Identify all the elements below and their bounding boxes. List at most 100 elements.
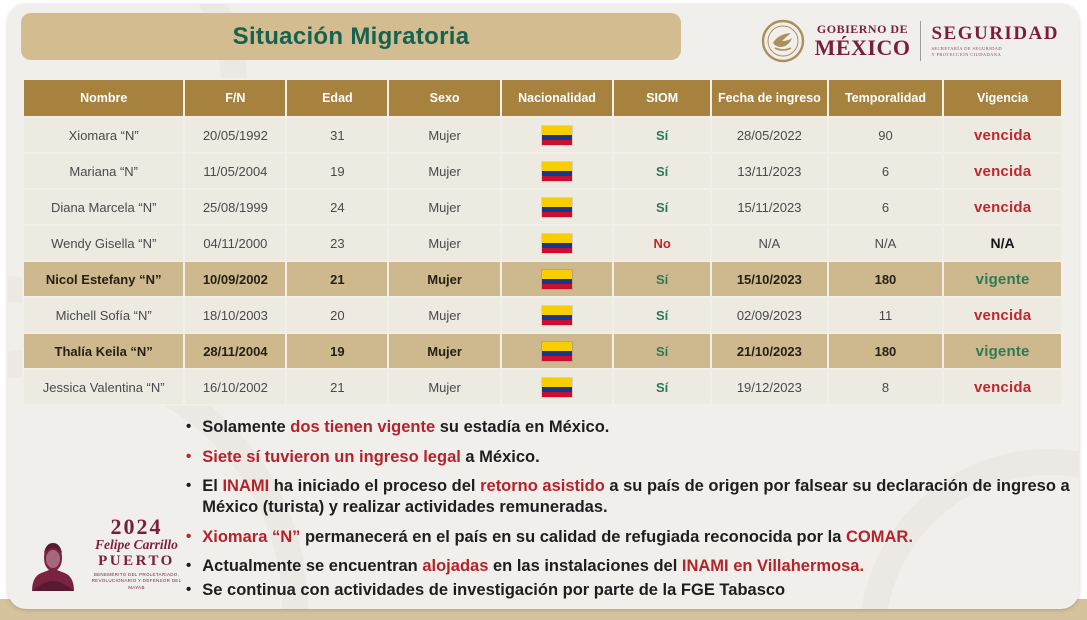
cell-fecha-ingreso: 13/11/2023 [710,152,829,190]
cell-sexo: Mujer [387,260,502,298]
note-highlighted-text: retorno asistido [480,477,605,496]
bullet-dot-icon: • [186,557,192,575]
campaign-name-line2: PUERTO [98,552,175,569]
cell-temporalidad: 180 [826,260,945,298]
slide-card: Situación Migratoria GOBIERNO DE MÉXICO … [8,4,1079,609]
note-item: • Actualmente se encuentran alojadas en l… [186,556,1070,577]
colombia-flag-icon [542,161,573,181]
cell-nacionalidad [499,188,615,226]
column-header: Nombre [21,78,186,118]
campaign-logo: 2024 Felipe Carrillo PUERTO BENEMÉRITO D… [24,516,189,595]
cell-edad: 21 [285,368,390,406]
colombia-flag-icon [542,233,573,253]
colombia-flag-icon [542,269,573,289]
cell-edad: 19 [285,332,390,370]
note-plain-text: El [202,477,223,496]
cell-nombre: Mariana “N” [21,152,186,190]
note-plain-text: a México. [460,447,540,466]
note-highlighted-text: dos tienen vigente [290,418,436,436]
cell-sexo: Mujer [387,332,502,370]
table-row: Nicol Estefany “N” 10/09/2002 21 Mujer Sí 15/… [21,260,1063,298]
note-highlighted-text: INAMI en Villahermosa. [681,557,865,576]
campaign-name-line1: Felipe Carrillo [95,537,178,553]
cell-edad: 19 [285,152,390,190]
bullet-dot-icon: • [186,527,192,545]
cell-fecha-ingreso: 15/10/2023 [710,260,829,298]
column-header: Edad [285,78,390,118]
cell-siom: Sí [612,116,713,154]
cell-fecha-nacimiento: 10/09/2002 [183,260,288,298]
cell-fecha-ingreso: 19/12/2023 [710,368,829,406]
note-text: Se continua con actividades de investiga… [202,580,785,601]
cell-vigencia: vencida [942,296,1063,334]
column-header: F/N [183,78,288,118]
cell-vigencia: vigente [942,260,1063,298]
cell-nacionalidad [499,116,615,154]
cell-sexo: Mujer [387,296,502,334]
cell-temporalidad: 6 [826,188,945,226]
cell-temporalidad: 90 [826,116,945,154]
table-row: Mariana “N” 11/05/2004 19 Mujer Sí 13/11/2023… [21,152,1063,190]
cell-sexo: Mujer [387,116,502,154]
table-row: Thalía Keila “N” 28/11/2004 19 Mujer Sí 21/10… [21,332,1063,370]
cell-nombre: Michell Sofía “N” [21,296,186,334]
column-header: SIOM [612,78,713,118]
cell-siom: Sí [612,296,713,334]
cell-nacionalidad [499,368,615,406]
cell-nacionalidad [499,296,615,334]
column-header: Vigencia [942,78,1063,118]
table-row: Michell Sofía “N” 18/10/2003 20 Mujer Sí 02/0… [21,296,1063,334]
column-header: Fecha de ingreso [710,78,829,118]
cell-siom: Sí [612,332,713,370]
cell-nacionalidad [499,332,615,370]
cell-siom: No [612,224,713,262]
cell-edad: 21 [285,260,390,298]
colombia-flag-icon [542,305,573,325]
cell-fecha-nacimiento: 16/10/2002 [183,368,288,406]
cell-vigencia: vencida [942,188,1063,226]
cell-edad: 23 [285,224,390,262]
cell-fecha-nacimiento: 25/08/1999 [183,188,288,226]
cell-fecha-nacimiento: 11/05/2004 [183,152,288,190]
cell-siom: Sí [612,260,713,298]
table-row: Jessica Valentina “N” 16/10/2002 21 Mujer Sí… [21,368,1063,406]
cell-nombre: Jessica Valentina “N” [21,368,186,406]
cell-nombre: Wendy Gisella “N” [21,224,186,262]
cell-fecha-nacimiento: 28/11/2004 [183,332,288,370]
cell-siom: Sí [612,368,713,406]
gobierno-de-label: GOBIERNO DE [816,22,909,36]
cell-nombre: Thalía Keila “N” [21,332,186,370]
note-plain-text: Actualmente se encuentran [202,557,423,576]
cell-nacionalidad [499,224,615,262]
cell-sexo: Mujer [387,152,502,190]
cell-sexo: Mujer [387,224,502,262]
notes-list: • Solamente dos tienen vigente su estadía… [186,417,1070,609]
note-text: Siete sí tuvieron un ingreso legal a Méx… [202,447,539,468]
column-header: Temporalidad [826,78,945,118]
colombia-flag-icon [542,377,573,397]
note-item: • Solamente dos tienen vigente su estadía… [186,417,1070,438]
cell-fecha-nacimiento: 20/05/1992 [183,116,288,154]
note-text: Actualmente se encuentran alojadas en la… [202,556,864,577]
note-plain-text: ha iniciado el proceso del [269,477,481,496]
cell-temporalidad: 11 [826,296,945,334]
cell-vigencia: vencida [942,152,1063,190]
campaign-caption: BENEMÉRITO DEL PROLETARIADO, REVOLUCIONA… [91,572,182,590]
table-row: Xiomara “N” 20/05/1992 31 Mujer Sí 28/05/2022… [21,116,1063,154]
note-text: Solamente dos tienen vigente su estadía … [202,417,609,438]
cell-vigencia: vencida [942,368,1063,406]
colombia-flag-icon [542,125,573,145]
cell-nacionalidad [499,152,615,190]
note-item: • Siete sí tuvieron un ingreso legal a Mé… [186,447,1070,468]
colombia-flag-icon [542,341,573,361]
seguridad-wordmark: SEGURIDAD SECRETARÍA DE SEGURIDAD Y PROT… [931,24,1059,59]
gobierno-de-mexico-wordmark: GOBIERNO DE MÉXICO [815,23,911,59]
cell-fecha-ingreso: 21/10/2023 [710,332,829,370]
table-header-row: Nombre F/N Edad Sexo Nacionalidad SIOM Fecha d… [21,78,1063,118]
campaign-logo-text: 2024 Felipe Carrillo PUERTO BENEMÉRITO D… [84,516,189,591]
cell-fecha-ingreso: 02/09/2023 [710,296,829,334]
cell-edad: 31 [285,116,390,154]
bullet-dot-icon: • [186,477,192,495]
cell-vigencia: vigente [942,332,1063,370]
